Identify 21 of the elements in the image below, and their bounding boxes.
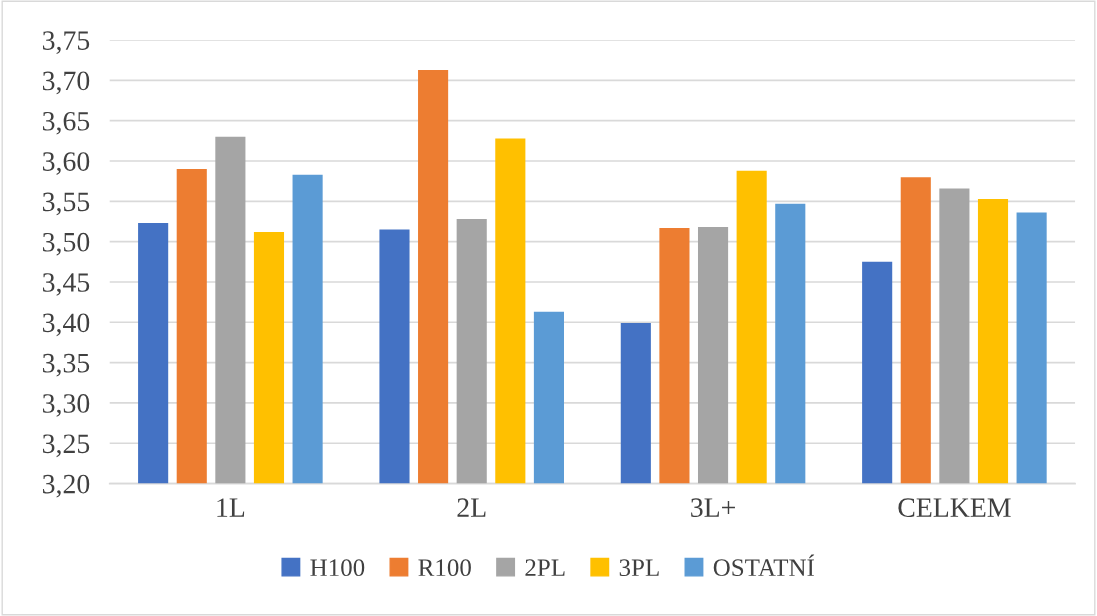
x-tick-label: CELKEM bbox=[898, 498, 1011, 517]
y-tick-label: 3,55 bbox=[42, 192, 90, 216]
x-tick-label: 1L bbox=[217, 498, 245, 517]
y-tick-label: 3,70 bbox=[42, 71, 90, 95]
y-tick-label: 3,50 bbox=[42, 232, 90, 256]
legend-label: OSTATNÍ bbox=[713, 554, 815, 577]
legend-label: H100 bbox=[310, 559, 365, 577]
legend-label: R100 bbox=[418, 559, 471, 577]
legend-label: 3PL bbox=[619, 559, 659, 577]
y-tick-label: 3,45 bbox=[42, 273, 90, 296]
y-tick-label: 3,25 bbox=[42, 434, 90, 458]
y-tick-label: 3,65 bbox=[42, 111, 90, 135]
y-tick-label: 3,75 bbox=[42, 31, 90, 54]
y-tick-label: 3,20 bbox=[42, 474, 90, 498]
y-tick-label: 3,60 bbox=[42, 152, 90, 175]
x-tick-label: 2L bbox=[457, 498, 486, 517]
y-tick-label: 3,35 bbox=[42, 353, 90, 377]
x-tick-label: 3L+ bbox=[691, 498, 735, 517]
y-tick-label: 3,40 bbox=[42, 313, 90, 337]
legend-label: 2PL bbox=[525, 559, 565, 576]
y-tick-label: 3,30 bbox=[42, 394, 90, 417]
